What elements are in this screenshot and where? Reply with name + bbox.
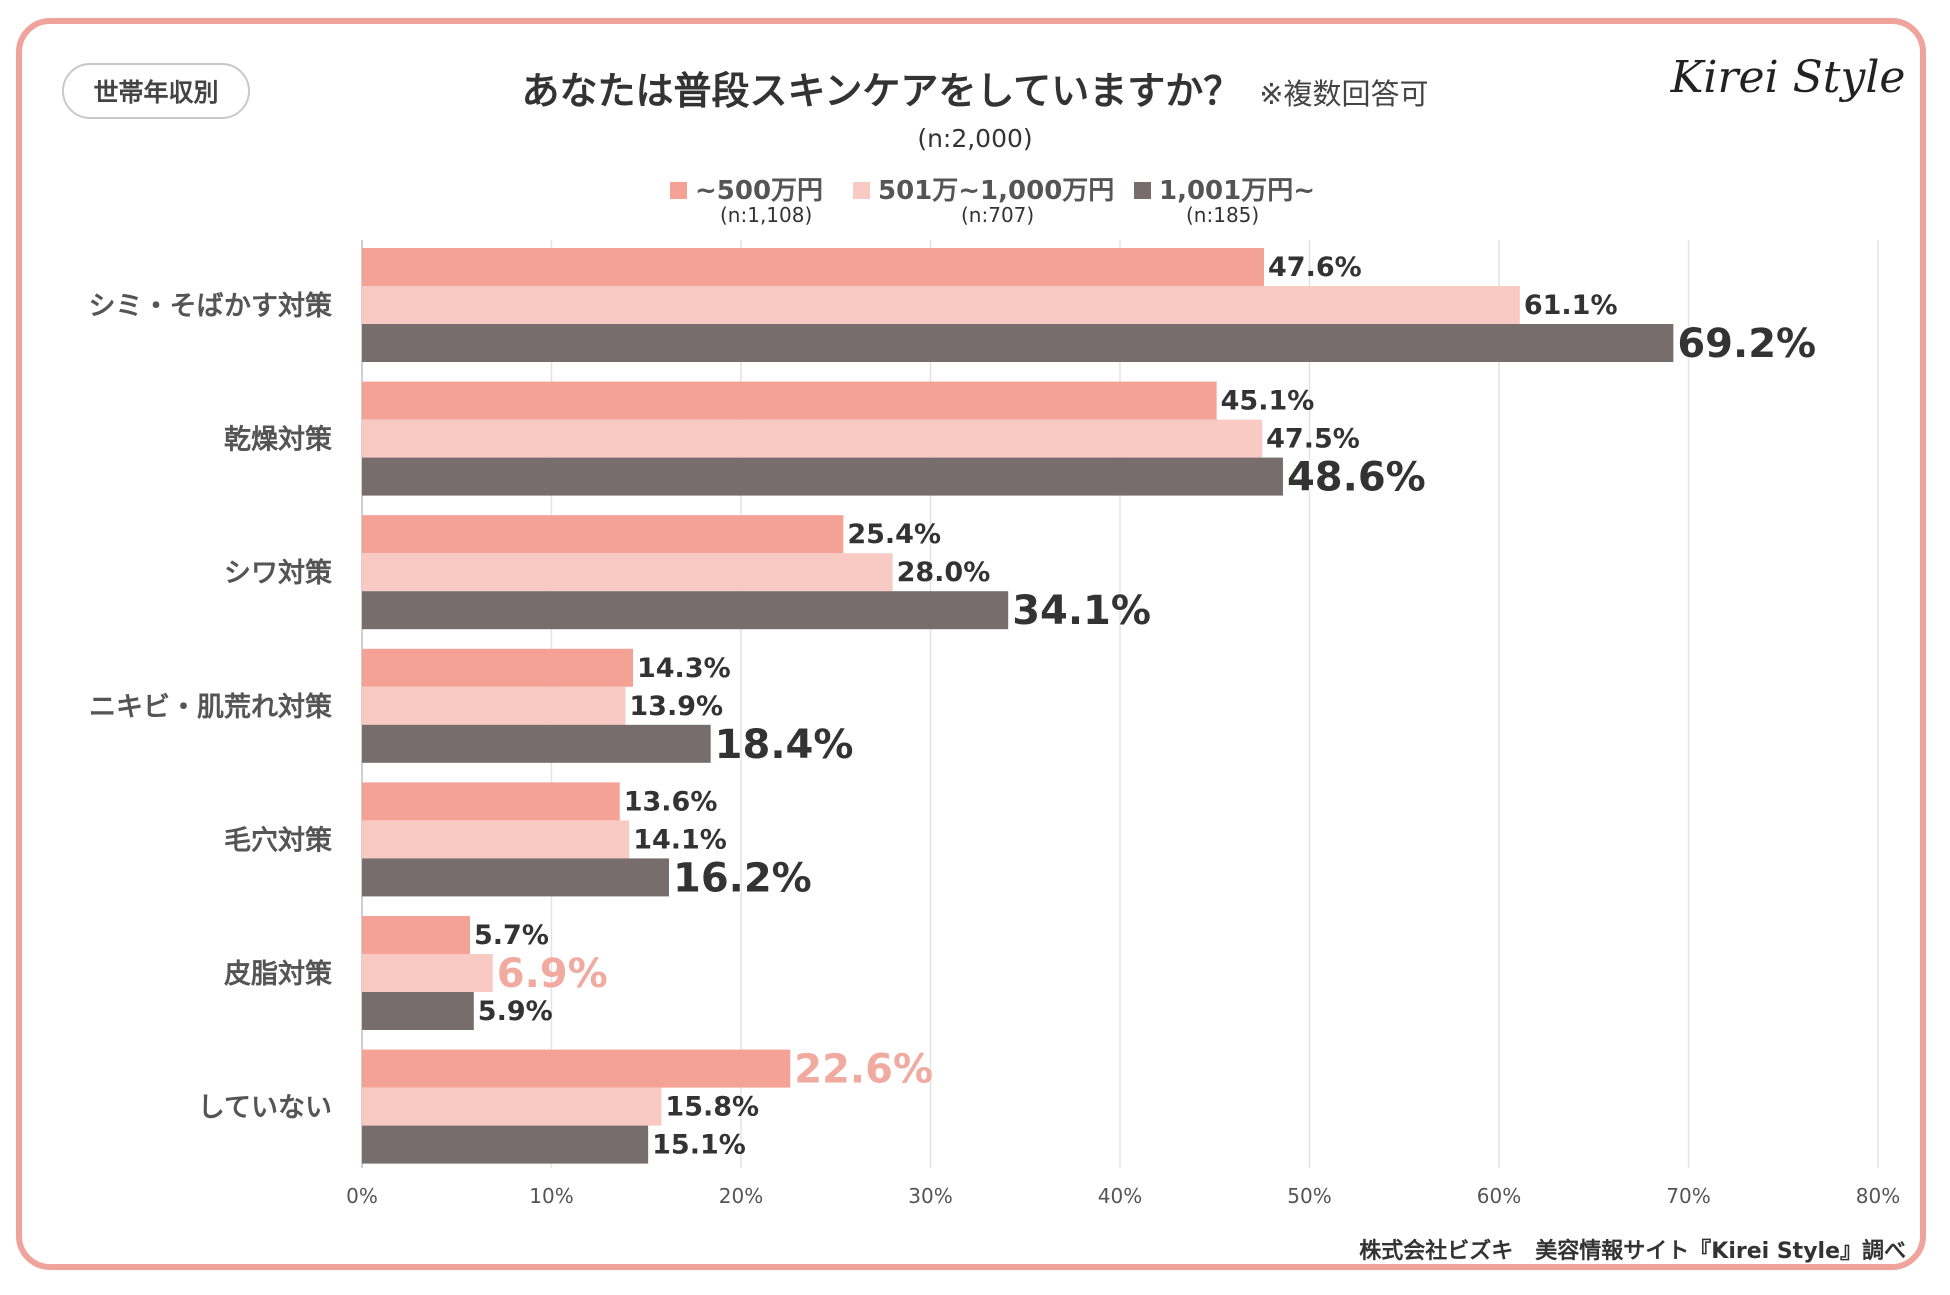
bar <box>362 954 493 992</box>
data-label: 14.1% <box>633 824 727 855</box>
legend-n-1: (n:1,108) <box>720 203 813 227</box>
data-label: 47.6% <box>1268 252 1362 283</box>
source-credit: 株式会社ビズキ 美容情報サイト『Kirei Style』調べ <box>1359 1239 1906 1264</box>
chart-frame <box>16 18 1926 1270</box>
data-label: 5.9% <box>478 996 553 1027</box>
bar <box>362 1125 649 1164</box>
segment-badge: 世帯年収別 <box>62 63 250 119</box>
data-label: 6.9% <box>497 951 608 997</box>
legend-swatch-3 <box>1134 182 1151 199</box>
data-label: 16.2% <box>673 855 812 901</box>
bar <box>362 916 471 954</box>
data-label: 48.6% <box>1287 455 1426 501</box>
bar <box>362 419 1263 458</box>
bar <box>362 1087 662 1126</box>
legend-label-3: 1,001万円~ <box>1159 176 1316 206</box>
bar <box>362 724 711 763</box>
brand-logo: Kirei Style <box>1670 52 1906 103</box>
data-label: 13.9% <box>629 691 723 722</box>
bar <box>362 248 1265 286</box>
x-tick-label: 10% <box>529 1184 573 1208</box>
bar <box>362 1049 791 1088</box>
legend-swatch-2 <box>853 182 870 199</box>
data-label: 15.8% <box>665 1092 759 1123</box>
bar <box>362 820 630 859</box>
x-tick-label: 70% <box>1666 1184 1710 1208</box>
bar <box>362 686 626 725</box>
legend-n-3: (n:185) <box>1186 203 1260 227</box>
bar <box>362 286 1520 324</box>
x-tick-label: 20% <box>719 1184 763 1208</box>
category-label: 毛穴対策 <box>224 824 333 856</box>
x-tick-label: 30% <box>908 1184 952 1208</box>
data-label: 22.6% <box>794 1047 933 1093</box>
data-label: 25.4% <box>847 519 941 550</box>
x-tick-label: 60% <box>1477 1184 1521 1208</box>
data-label: 18.4% <box>715 722 854 768</box>
category-label: ニキビ・肌荒れ対策 <box>89 691 333 723</box>
data-label: 5.7% <box>474 920 549 951</box>
data-label: 13.6% <box>624 786 718 817</box>
sample-size-total: (n:2,000) <box>917 124 1033 153</box>
bar <box>362 324 1674 362</box>
chart-title: あなたは普段スキンケアをしていますか？ <box>521 69 1242 113</box>
bar <box>362 648 633 687</box>
data-label: 45.1% <box>1221 386 1315 417</box>
legend-label-1: ~500万円 <box>695 176 824 206</box>
bar <box>362 782 620 821</box>
category-label: 乾燥対策 <box>224 424 333 456</box>
bar <box>362 515 844 554</box>
x-tick-label: 40% <box>1098 1184 1142 1208</box>
data-label: 69.2% <box>1677 321 1816 367</box>
legend-label-2: 501万~1,000万円 <box>878 176 1115 206</box>
data-label: 34.1% <box>1012 588 1151 634</box>
category-label: シミ・そばかす対策 <box>88 290 333 322</box>
bar <box>362 457 1283 496</box>
chart-title-row: あなたは普段スキンケアをしていますか？ ※複数回答可 <box>0 60 1950 115</box>
data-label: 15.1% <box>652 1130 746 1161</box>
bar <box>362 858 669 897</box>
data-label: 61.1% <box>1524 290 1618 321</box>
data-label: 47.5% <box>1266 424 1360 455</box>
legend-n-2: (n:707) <box>961 203 1035 227</box>
category-label: 皮脂対策 <box>224 958 333 990</box>
x-tick-label: 50% <box>1287 1184 1331 1208</box>
bar <box>362 591 1009 630</box>
x-tick-label: 0% <box>346 1184 378 1208</box>
legend-swatch-1 <box>670 182 687 199</box>
title-note: ※複数回答可 <box>1259 77 1429 111</box>
legend: ~500万円 (n:1,108) 501万~1,000万円 (n:707) 1,… <box>0 170 1950 230</box>
bar <box>362 553 893 592</box>
data-label: 28.0% <box>897 557 991 588</box>
data-label: 14.3% <box>637 653 731 684</box>
bar <box>362 381 1217 420</box>
bar <box>362 992 474 1030</box>
category-label: シワ対策 <box>224 557 333 589</box>
x-tick-label: 80% <box>1856 1184 1900 1208</box>
category-label: していない <box>198 1093 332 1124</box>
